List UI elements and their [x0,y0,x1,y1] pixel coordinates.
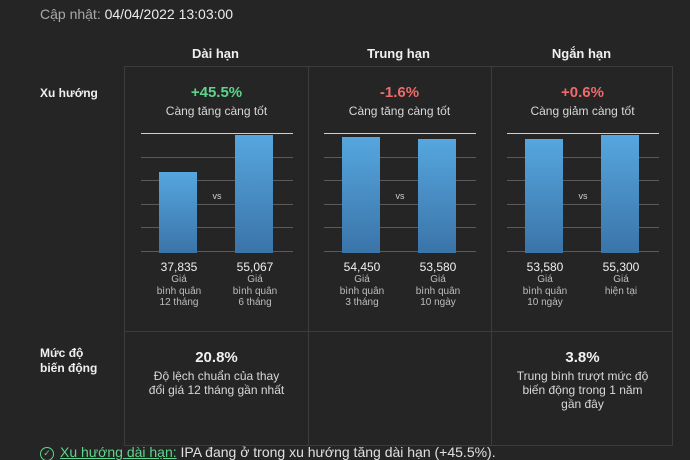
bar-caption-right: Giá bình quân 10 ngày [408,274,468,309]
gridline [507,227,659,228]
bar-caption-line: bình quân [156,285,202,297]
trend-hint: Càng tăng càng tốt [348,104,451,118]
bar-value-right: 53,580 [419,260,457,274]
bar-caption-line: 12 tháng [159,297,199,308]
gridline [324,204,476,205]
volatility-long-value: 20.8% [195,349,238,366]
gridline [141,157,293,158]
row-label-volatility-line2: biến động [40,361,98,375]
gridline [507,251,659,252]
bar-value-left: 54,450 [343,260,381,274]
bar-caption-line: 10 ngày [527,297,563,308]
trend-summary-text: IPA đang ở trong xu hướng tăng dài hạn (… [176,444,496,460]
column-divider [308,67,309,445]
gridline [507,133,659,134]
bar-right [418,139,456,253]
gridline [324,251,476,252]
row-label-trend: Xu hướng [40,86,98,100]
column-divider [491,67,492,445]
bar-left [159,172,197,253]
bar-caption-line: Giá [354,274,370,285]
gridline [324,133,476,134]
updated-label: Cập nhật: [40,6,101,22]
bar-caption-line: 3 tháng [345,297,379,308]
bar-caption-left: Giá bình quân 10 ngày [515,274,575,309]
vs-label: vs [212,191,222,201]
gridline [141,180,293,181]
gridline [141,204,293,205]
bar-value-right: 55,067 [236,260,274,274]
bar-caption-line: Giá [613,274,629,285]
row-divider [125,331,672,332]
bar-left [525,139,563,253]
trend-percent: +0.6% [561,84,604,101]
bar-right [235,135,273,253]
bar-caption-left: Giá bình quân 12 tháng [149,274,209,309]
volatility-short-value: 3.8% [565,349,600,366]
trend-bar-chart: vs [324,133,476,253]
bar-caption-line: Giá [537,274,553,285]
trend-bar-chart: vs [507,133,659,253]
gridline [507,204,659,205]
analysis-grid: +45.5% Càng tăng càng tốt vs 37,835 Giá b… [124,66,673,446]
trend-percent: +45.5% [190,84,243,101]
volatility-short-desc: Trung bình trượt mức độ biến động trong … [516,369,649,411]
bar-value-right: 55,300 [602,260,640,274]
updated-value: 04/04/2022 13:03:00 [104,6,234,22]
trend-percent: -1.6% [379,84,420,101]
bar-caption-line: bình quân [522,285,568,297]
gridline [141,133,293,134]
trend-bar-chart: vs [141,133,293,253]
vs-label: vs [395,191,405,201]
bar-caption-line: hiện tại [604,285,638,297]
updated-timestamp: Cập nhật: 04/04/2022 13:03:00 [40,6,233,22]
bar-caption-right: Giá hiện tại [591,274,651,297]
bar-right [601,135,639,253]
gridline [141,227,293,228]
bar-caption-right: Giá bình quân 6 tháng [225,274,285,309]
gridline [507,157,659,158]
trend-summary: ✓ Xu hướng dài hạn: IPA đang ở trong xu h… [40,444,496,460]
bar-left [342,137,380,253]
gridline [507,180,659,181]
bar-caption-line: bình quân [232,285,278,297]
volatility-long-desc: Độ lệch chuẩn của thay đổi giá 12 tháng … [148,369,285,397]
bar-caption-left: Giá bình quân 3 tháng [332,274,392,309]
column-header-mid-term: Trung hạn [367,46,430,61]
bar-value-left: 53,580 [526,260,564,274]
gridline [324,227,476,228]
trend-hint: Càng giảm càng tốt [530,104,635,118]
trend-summary-link[interactable]: Xu hướng dài hạn: [60,444,177,460]
gridline [324,180,476,181]
bar-caption-line: 6 tháng [238,297,272,308]
bar-caption-line: bình quân [415,285,461,297]
check-circle-icon: ✓ [40,447,54,460]
gridline [141,251,293,252]
gridline [324,157,476,158]
bar-caption-line: 10 ngày [420,297,456,308]
row-label-volatility: Mức độ biến động [40,346,97,376]
column-header-long-term: Dài hạn [192,46,239,61]
bar-value-left: 37,835 [160,260,198,274]
trend-hint: Càng tăng càng tốt [165,104,268,118]
bar-caption-line: Giá [430,274,446,285]
bar-caption-line: Giá [247,274,263,285]
column-header-short-term: Ngắn hạn [551,46,612,61]
vs-label: vs [578,191,588,201]
row-label-volatility-line1: Mức độ [40,346,84,360]
bar-caption-line: Giá [171,274,187,285]
bar-caption-line: bình quân [339,285,385,297]
